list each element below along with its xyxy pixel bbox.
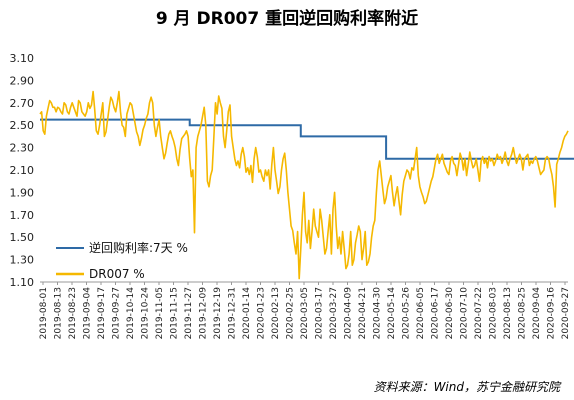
x-tick-label: 2020-06-17 [431,287,441,339]
legend: 逆回购利率:7天 % DR007 % [56,240,188,281]
series-group [39,90,574,280]
y-tick-label: 1.10 [10,276,35,289]
legend-label: 逆回购利率:7天 % [89,240,188,255]
y-tick-label: 1.30 [10,254,35,267]
legend-item-reverse-repo: 逆回购利率:7天 % [56,240,188,255]
x-tick-label: 2019-11-15 [170,287,180,339]
x-tick-label: 2020-03-05 [300,287,310,339]
x-tick-label: 2019-09-17 [97,287,107,339]
x-tick-label: 2020-04-09 [344,287,354,340]
x-tick-label: 2019-08-23 [68,287,78,339]
y-axis: 3.10 2.90 2.70 2.50 2.30 2.10 1.90 1.70 1.50 1.30… [10,52,35,289]
x-tick-label: 2020-06-05 [416,287,426,339]
x-tick-label: 2020-02-25 [286,287,296,339]
x-tick-label: 2019-09-27 [112,287,122,339]
x-tick-label: 2019-08-13 [54,287,64,339]
x-axis: 2019-08-01 2019-08-13 2019-08-23 2019-09-04… [39,281,571,340]
x-tick-label: 2019-11-05 [155,287,165,339]
x-tick-label: 2020-07-22 [474,287,484,339]
y-tick-label: 2.50 [10,119,35,132]
series-line-dr007 [39,90,569,280]
x-tick-label: 2020-04-21 [358,287,368,339]
y-tick-label: 2.30 [10,142,35,155]
y-tick-label: 1.70 [10,209,35,222]
y-tick-label: 3.10 [10,52,35,65]
x-tick-label: 2020-05-26 [402,287,412,340]
legend-item-dr007: DR007 % [56,267,145,281]
legend-label: DR007 % [89,267,145,281]
x-tick-label: 2020-07-10 [460,287,470,340]
x-tick-label: 2020-09-04 [532,287,542,340]
x-tick-label: 2020-08-03 [489,287,499,339]
x-tick-label: 2019-12-19 [213,287,223,340]
source-note: 资料来源：Wind，苏宁金融研究院 [373,380,560,394]
x-tick-label: 2019-12-31 [228,287,238,339]
x-tick-label: 2019-10-14 [126,287,136,340]
y-tick-label: 2.70 [10,97,35,110]
x-tick-label: 2019-09-04 [83,287,93,340]
x-tick-label: 2020-08-25 [518,287,528,339]
x-tick-label: 2020-03-27 [329,287,339,339]
y-tick-label: 1.90 [10,186,35,199]
series-line-reverse-repo-7d [40,118,574,160]
x-tick-label: 2019-11-27 [184,287,194,339]
y-tick-label: 2.90 [10,74,35,87]
x-tick-label: 2020-09-16 [547,287,557,340]
x-tick-label: 2020-01-23 [257,287,267,339]
x-tick-label: 2019-08-01 [39,287,49,339]
x-tick-label: 2020-04-30 [373,287,383,340]
x-tick-label: 2020-09-27 [561,287,571,339]
chart-title: 9 月 DR007 重回逆回购利率附近 [155,9,419,29]
x-tick-label: 2019-12-09 [199,287,209,340]
x-tick-label: 2020-05-14 [387,287,397,340]
y-tick-label: 1.50 [10,231,35,244]
x-tick-label: 2020-08-13 [503,287,513,339]
x-tick-label: 2020-06-30 [445,287,455,340]
y-tick-label: 2.10 [10,164,35,177]
x-tick-label: 2019-10-24 [141,287,151,340]
x-tick-label: 2020-03-17 [315,287,325,339]
x-tick-label: 2020-01-14 [242,287,252,340]
x-tick-label: 2020-02-13 [271,287,281,339]
